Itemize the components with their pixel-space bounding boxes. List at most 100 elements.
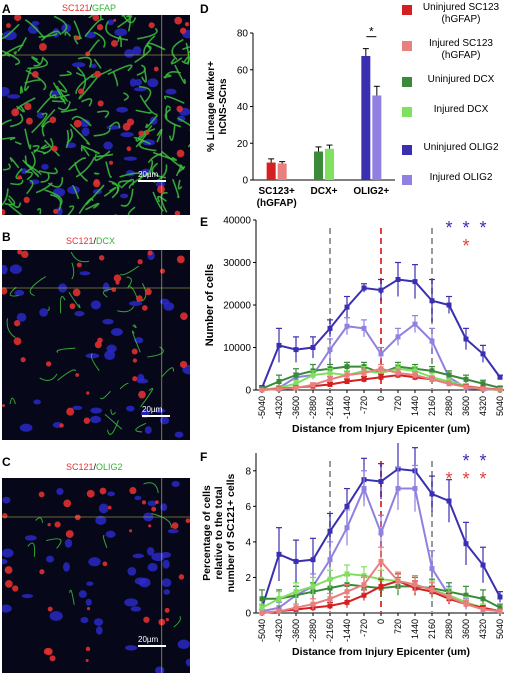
sc121-cell xyxy=(2,513,8,519)
x-tick-label: -1440 xyxy=(342,396,352,419)
legend-label: Uninjured SC123 (hGFAP) xyxy=(422,2,500,25)
x-tick-label: -5040 xyxy=(257,396,267,419)
fiber xyxy=(120,178,135,189)
data-point xyxy=(378,374,384,380)
sig-star: * xyxy=(462,218,469,238)
x-category-label: SC123+ xyxy=(258,186,295,197)
x-tick-label: 3600 xyxy=(461,396,471,416)
sc121-cell xyxy=(122,122,131,131)
sc121-cell xyxy=(38,491,45,498)
fiber xyxy=(74,162,89,182)
data-point xyxy=(344,304,350,310)
nucleus xyxy=(2,604,12,613)
fiber xyxy=(33,149,47,155)
nucleus xyxy=(39,308,49,317)
sig-star: * xyxy=(369,25,374,39)
fiber xyxy=(27,542,36,557)
legend-swatch xyxy=(402,5,412,15)
data-point xyxy=(327,370,333,376)
sc121-cell xyxy=(113,18,117,22)
nucleus xyxy=(74,310,85,317)
nucleus xyxy=(78,590,87,598)
fiber xyxy=(47,306,50,311)
sc121-cell xyxy=(23,196,30,204)
data-point xyxy=(344,599,350,605)
sc121-cell xyxy=(99,487,107,495)
x-tick-label: 2160 xyxy=(427,619,437,639)
fiber xyxy=(147,159,154,177)
nucleus xyxy=(98,503,109,514)
fiber xyxy=(151,512,172,529)
sc121-cell xyxy=(21,250,29,259)
fiber xyxy=(127,206,136,215)
nucleus xyxy=(161,578,172,588)
sig-star: * xyxy=(462,469,469,489)
nucleus xyxy=(14,289,25,296)
fiber xyxy=(83,15,102,20)
data-point xyxy=(497,605,503,611)
sc121-cell xyxy=(115,280,120,285)
sc121-cell xyxy=(11,108,20,117)
fiber xyxy=(132,324,137,329)
nucleus xyxy=(71,62,86,68)
y-tick-label: 10000 xyxy=(223,343,251,354)
fiber xyxy=(119,382,129,390)
sc121-cell xyxy=(13,337,22,346)
fiber xyxy=(147,152,163,164)
nucleus xyxy=(134,495,142,501)
data-point xyxy=(429,298,435,304)
nucleus xyxy=(49,611,63,621)
sc121-cell xyxy=(102,561,108,567)
data-point xyxy=(276,551,282,557)
fiber xyxy=(105,161,112,178)
y-tick-label: 80 xyxy=(237,29,249,40)
fiber xyxy=(80,146,90,157)
fiber xyxy=(131,330,141,353)
fiber xyxy=(170,57,183,65)
nucleus xyxy=(2,86,10,97)
sig-star: * xyxy=(479,218,486,238)
data-point xyxy=(361,582,367,588)
sc121-cell xyxy=(24,102,32,111)
scalebar-c-label: 20µm xyxy=(138,635,159,644)
legend-label: Injured DCX xyxy=(433,104,489,115)
sc121-cell xyxy=(17,175,22,180)
nucleus xyxy=(160,551,171,559)
sig-star: * xyxy=(445,218,452,238)
nucleus xyxy=(24,535,37,541)
panel-letter-e: E xyxy=(200,215,209,229)
x-tick-label: -2880 xyxy=(308,619,318,642)
sc121-cell xyxy=(94,70,102,78)
nucleus xyxy=(2,496,11,504)
fiber xyxy=(40,144,50,150)
fiber xyxy=(25,171,34,181)
panel-letter-d: D xyxy=(200,2,209,16)
data-point xyxy=(395,578,401,584)
fiber xyxy=(57,369,77,381)
sc121-cell xyxy=(138,390,146,399)
fiber xyxy=(55,85,69,102)
x-tick-label: 2880 xyxy=(444,619,454,639)
fiber xyxy=(102,535,108,549)
sc121-cell xyxy=(164,607,170,613)
fiber xyxy=(173,616,181,628)
fiber xyxy=(65,129,70,149)
micrograph-gfap-image xyxy=(2,15,190,215)
data-point xyxy=(327,376,333,382)
sc121-cell xyxy=(185,518,190,524)
sc121-cell xyxy=(157,185,165,194)
fiber xyxy=(157,195,167,203)
sc121-cell xyxy=(155,500,159,505)
sc121-cell xyxy=(184,22,190,27)
fiber xyxy=(105,21,129,41)
fiber xyxy=(139,94,158,116)
x-tick-label: -2160 xyxy=(325,619,335,642)
fiber xyxy=(164,95,185,104)
nucleus xyxy=(46,555,55,563)
data-point xyxy=(429,376,435,382)
nucleus xyxy=(159,416,170,425)
data-point xyxy=(293,385,299,391)
nucleus xyxy=(163,589,171,595)
data-point xyxy=(344,571,350,577)
fiber xyxy=(174,64,186,84)
